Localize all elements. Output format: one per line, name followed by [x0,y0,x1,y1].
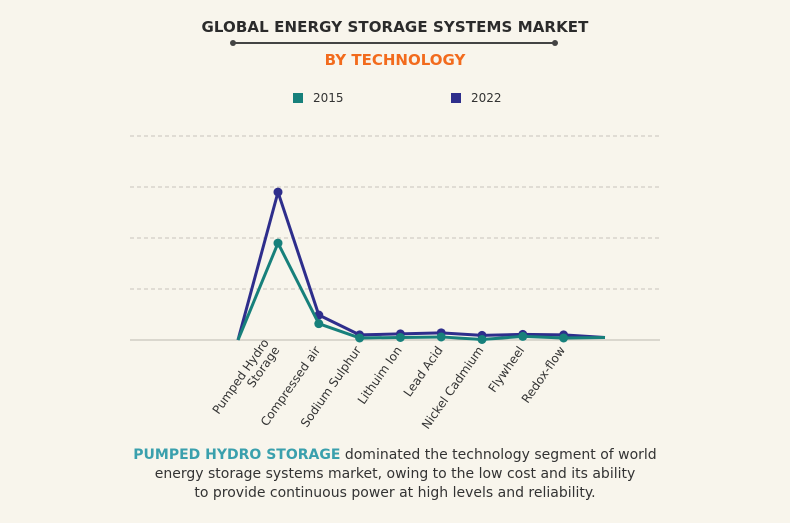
x-tick-label-line: Flywheel [485,344,527,395]
data-point-2015-4 [436,332,446,342]
chart-subtitle: BY TECHNOLOGY [324,51,466,69]
data-point-2015-5 [477,334,487,344]
data-point-2022-0 [273,187,283,197]
legend-label-2022: 2022 [471,91,502,105]
caption-highlight: PUMPED HYDRO STORAGE [133,447,341,463]
legend-item-2022: 2022 [451,91,502,105]
chart-title: GLOBAL ENERGY STORAGE SYSTEMS MARKET [201,18,589,36]
caption-line-1: PUMPED HYDRO STORAGE dominated the techn… [0,446,790,465]
caption-line-1-text: dominated the technology segment of worl… [340,447,657,463]
title-divider [230,40,558,46]
legend-item-2015: 2015 [293,91,344,105]
legend-swatch-2015 [293,93,303,103]
data-point-2015-2 [355,333,365,343]
x-tick-label-6: Flywheel [485,344,527,395]
data-point-2015-3 [395,332,405,342]
series-line-2015 [236,241,606,341]
legend-swatch-2022 [451,93,461,103]
data-point-2015-7 [559,333,569,343]
x-tick-label-4: Lead Acid [401,344,446,400]
series-line-2022 [236,190,606,341]
caption-line-3: to provide continuous power at high leve… [194,485,596,501]
caption-line-2: energy storage systems market, owing to … [154,466,636,482]
data-point-2015-1 [314,319,324,329]
caption: PUMPED HYDRO STORAGE dominated the techn… [0,446,790,503]
legend-label-2015: 2015 [313,91,344,105]
x-tick-label-line: Lead Acid [401,344,446,400]
data-point-2015-0 [273,238,283,248]
data-point-2015-6 [518,331,528,341]
